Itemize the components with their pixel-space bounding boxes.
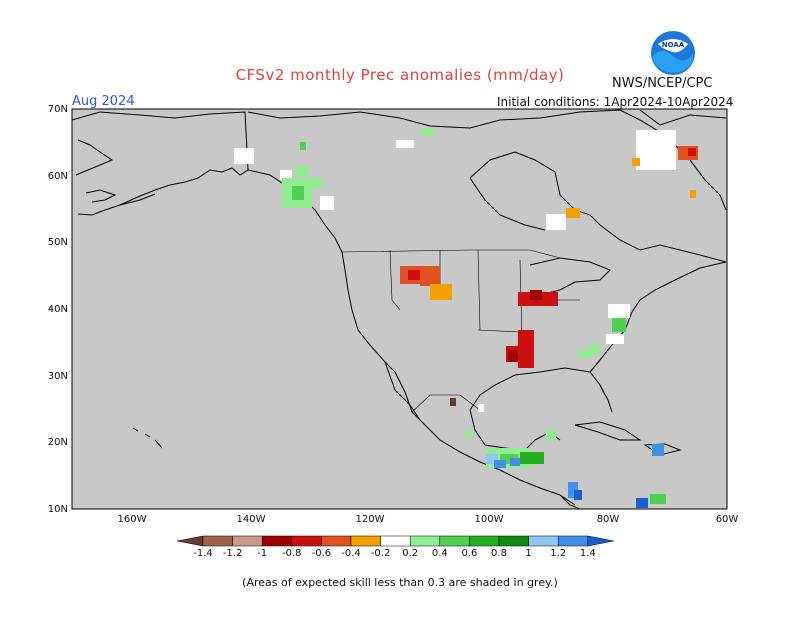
legend-swatch [350, 535, 381, 547]
legend-tick-label: 0.8 [491, 548, 507, 559]
lon-label-60w: 60W [715, 514, 739, 525]
skill-footnote: (Areas of expected skill less than 0.3 a… [242, 576, 558, 589]
lat-label-10n: 10N [47, 504, 68, 515]
legend-swatch [380, 535, 411, 547]
legend-swatch [439, 535, 470, 547]
legend-tick-label: -1.4 [193, 548, 213, 559]
org-label: NWS/NCEP/CPC [612, 76, 713, 91]
lon-label-160w: 160W [117, 514, 147, 525]
legend-tick-label: 1 [525, 548, 532, 559]
legend-swatch [291, 535, 322, 547]
legend-swatch [498, 535, 529, 547]
lon-label-120w: 120W [355, 514, 385, 525]
noaa-logo-text: NOAA [662, 41, 685, 49]
page-title: CFSv2 monthly Prec anomalies (mm/day) [235, 66, 565, 84]
legend-tick-label: -0.2 [370, 548, 391, 559]
legend-tick-label: 0.2 [402, 548, 419, 559]
legend-tick-label: 1.2 [550, 548, 567, 559]
lat-label-30n: 30N [47, 371, 68, 382]
legend-swatch [321, 535, 352, 547]
legend-swatch [202, 535, 233, 547]
legend-swatch [232, 535, 263, 547]
lon-label-100w: 100W [474, 514, 504, 525]
legend-swatch [469, 535, 500, 547]
legend-swatch [557, 535, 589, 547]
legend-swatches [176, 535, 614, 547]
legend-tick-label: -0.4 [341, 548, 361, 559]
legend-tick-label: 1.4 [579, 548, 596, 559]
anomaly-patches [234, 128, 698, 508]
initial-conditions: Initial conditions: 1Apr2024-10Apr2024 [497, 95, 734, 109]
legend-arrow-high [587, 535, 614, 547]
lat-label-60n: 60N [47, 171, 68, 182]
legend-tick-label: -1 [257, 548, 268, 559]
legend-swatch [409, 535, 441, 547]
lat-label-40n: 40N [47, 304, 68, 315]
lon-label-80w: 80W [596, 514, 620, 525]
lat-label-20n: 20N [47, 437, 68, 448]
legend-tick-label: -1.2 [222, 548, 243, 559]
legend-swatch [528, 535, 559, 547]
legend-tick-label: 0.6 [461, 548, 478, 559]
legend-arrow-low [176, 535, 204, 547]
legend-tick-label: -0.6 [311, 548, 332, 559]
forecast-month: Aug 2024 [72, 94, 135, 109]
noaa-logo: NOAA [651, 31, 695, 75]
lon-label-140w: 140W [236, 514, 266, 525]
legend-tick-label: -0.8 [282, 548, 302, 559]
lat-label-50n: 50N [47, 237, 68, 248]
legend-swatch [261, 535, 293, 547]
legend-tick-label: 0.4 [431, 548, 448, 559]
lat-label-70n: 70N [47, 104, 68, 115]
